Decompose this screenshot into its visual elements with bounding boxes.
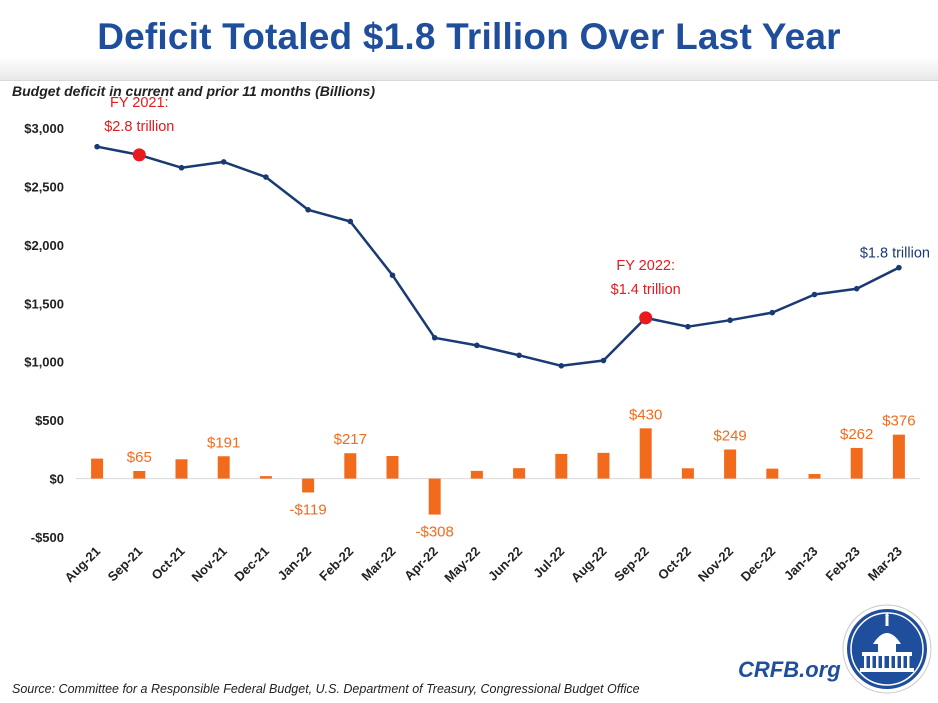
monthly-deficit-bar (175, 459, 188, 479)
bar-value-label: $191 (207, 434, 240, 451)
y-tick-label: $1,000 (24, 355, 64, 370)
monthly-deficit-bar (597, 452, 610, 479)
bar-value-label: -$119 (289, 501, 326, 518)
x-tick-label: Feb-23 (823, 544, 863, 584)
x-tick-label: May-22 (441, 544, 483, 586)
line-point (853, 285, 860, 292)
monthly-deficit-bar (470, 470, 483, 479)
line-point (727, 317, 733, 324)
annotation-label: $2.8 trillion (104, 119, 174, 135)
line-point (516, 352, 522, 359)
x-tick-label: Apr-22 (401, 544, 441, 584)
line-point (220, 159, 227, 165)
bar-value-label: $65 (127, 449, 152, 466)
line-point (811, 291, 818, 298)
line-point (94, 143, 100, 150)
x-tick-label: Sep-21 (105, 544, 146, 585)
chart-title: Deficit Totaled $1.8 Trillion Over Last … (97, 16, 841, 57)
annotation-label: FY 2021: (110, 95, 169, 111)
monthly-deficit-bar (428, 478, 441, 515)
line-point (389, 272, 396, 279)
y-tick-label: $2,500 (24, 179, 64, 194)
capitol-seal-icon (842, 604, 932, 694)
line-point (685, 323, 691, 330)
x-tick-label: Jan-23 (781, 544, 821, 584)
x-tick-label: Nov-22 (695, 544, 736, 585)
source-note: Source: Committee for a Responsible Fede… (12, 682, 640, 696)
monthly-deficit-bar (217, 456, 230, 479)
crfb-brand-link[interactable]: CRFB.org (738, 657, 841, 682)
x-tick-label: Jan-22 (274, 544, 314, 584)
monthly-deficit-bar (302, 478, 315, 493)
rolling-deficit-line (96, 145, 900, 368)
monthly-deficit-bar (724, 449, 737, 479)
monthly-deficit-bar (808, 474, 821, 479)
monthly-deficit-bar (386, 456, 399, 479)
title-banner: Deficit Totaled $1.8 Trillion Over Last … (0, 0, 938, 81)
monthly-deficit-bar (259, 476, 272, 479)
y-tick-label: $2,000 (24, 238, 64, 253)
line-point (347, 218, 354, 225)
bar-value-label: $376 (882, 413, 915, 430)
bar-value-label: $430 (629, 406, 662, 423)
bar-value-label: -$308 (416, 524, 454, 541)
line-point (769, 309, 776, 316)
line-point (474, 342, 480, 349)
highlight-marker (132, 148, 146, 162)
annotation-label: $1.8 trillion (860, 246, 930, 262)
x-tick-label: Aug-21 (61, 544, 103, 586)
x-tick-label: Dec-21 (231, 544, 272, 585)
x-tick-label: Nov-21 (189, 544, 230, 585)
line-point (305, 207, 311, 213)
x-tick-label: Jul-22 (530, 544, 567, 581)
x-tick-label: Mar-23 (865, 544, 905, 584)
x-tick-label: Oct-21 (148, 544, 187, 583)
line-point (431, 334, 438, 341)
annotation-label: $1.4 trillion (611, 282, 681, 298)
bar-value-label: $262 (840, 426, 873, 443)
monthly-deficit-bar (850, 447, 863, 479)
y-tick-label: $0 (50, 472, 64, 487)
monthly-deficit-bar (513, 468, 526, 479)
bar-value-label: $249 (713, 427, 746, 444)
monthly-deficit-bar (892, 434, 905, 479)
y-tick-label: $1,500 (24, 296, 64, 311)
monthly-deficit-bar (344, 453, 357, 479)
highlight-marker (639, 311, 653, 325)
line-point (600, 357, 607, 364)
y-tick-label: $3,000 (24, 121, 64, 136)
line-point (263, 174, 269, 180)
x-tick-label: Aug-22 (568, 544, 610, 586)
line-point (896, 264, 902, 271)
chart-subtitle: Budget deficit in current and prior 11 m… (12, 83, 375, 99)
x-tick-label: Dec-22 (738, 544, 779, 585)
y-tick-label: -$500 (31, 530, 64, 545)
monthly-deficit-bar (681, 468, 694, 479)
monthly-deficit-bar (766, 468, 779, 479)
annotation-label: FY 2022: (616, 258, 675, 274)
bar-value-label: $217 (334, 431, 367, 448)
monthly-deficit-bar (555, 453, 568, 479)
x-tick-label: Sep-22 (611, 544, 652, 585)
x-tick-label: Oct-22 (655, 544, 694, 583)
line-point (558, 363, 565, 369)
monthly-deficit-bar (639, 428, 652, 479)
x-tick-label: Feb-22 (316, 544, 356, 584)
x-tick-label: Mar-22 (358, 544, 398, 584)
x-tick-label: Jun-22 (485, 544, 525, 584)
monthly-deficit-bar (91, 458, 104, 479)
line-point (178, 164, 185, 171)
y-tick-label: $500 (35, 413, 64, 428)
monthly-deficit-bar (133, 470, 146, 479)
